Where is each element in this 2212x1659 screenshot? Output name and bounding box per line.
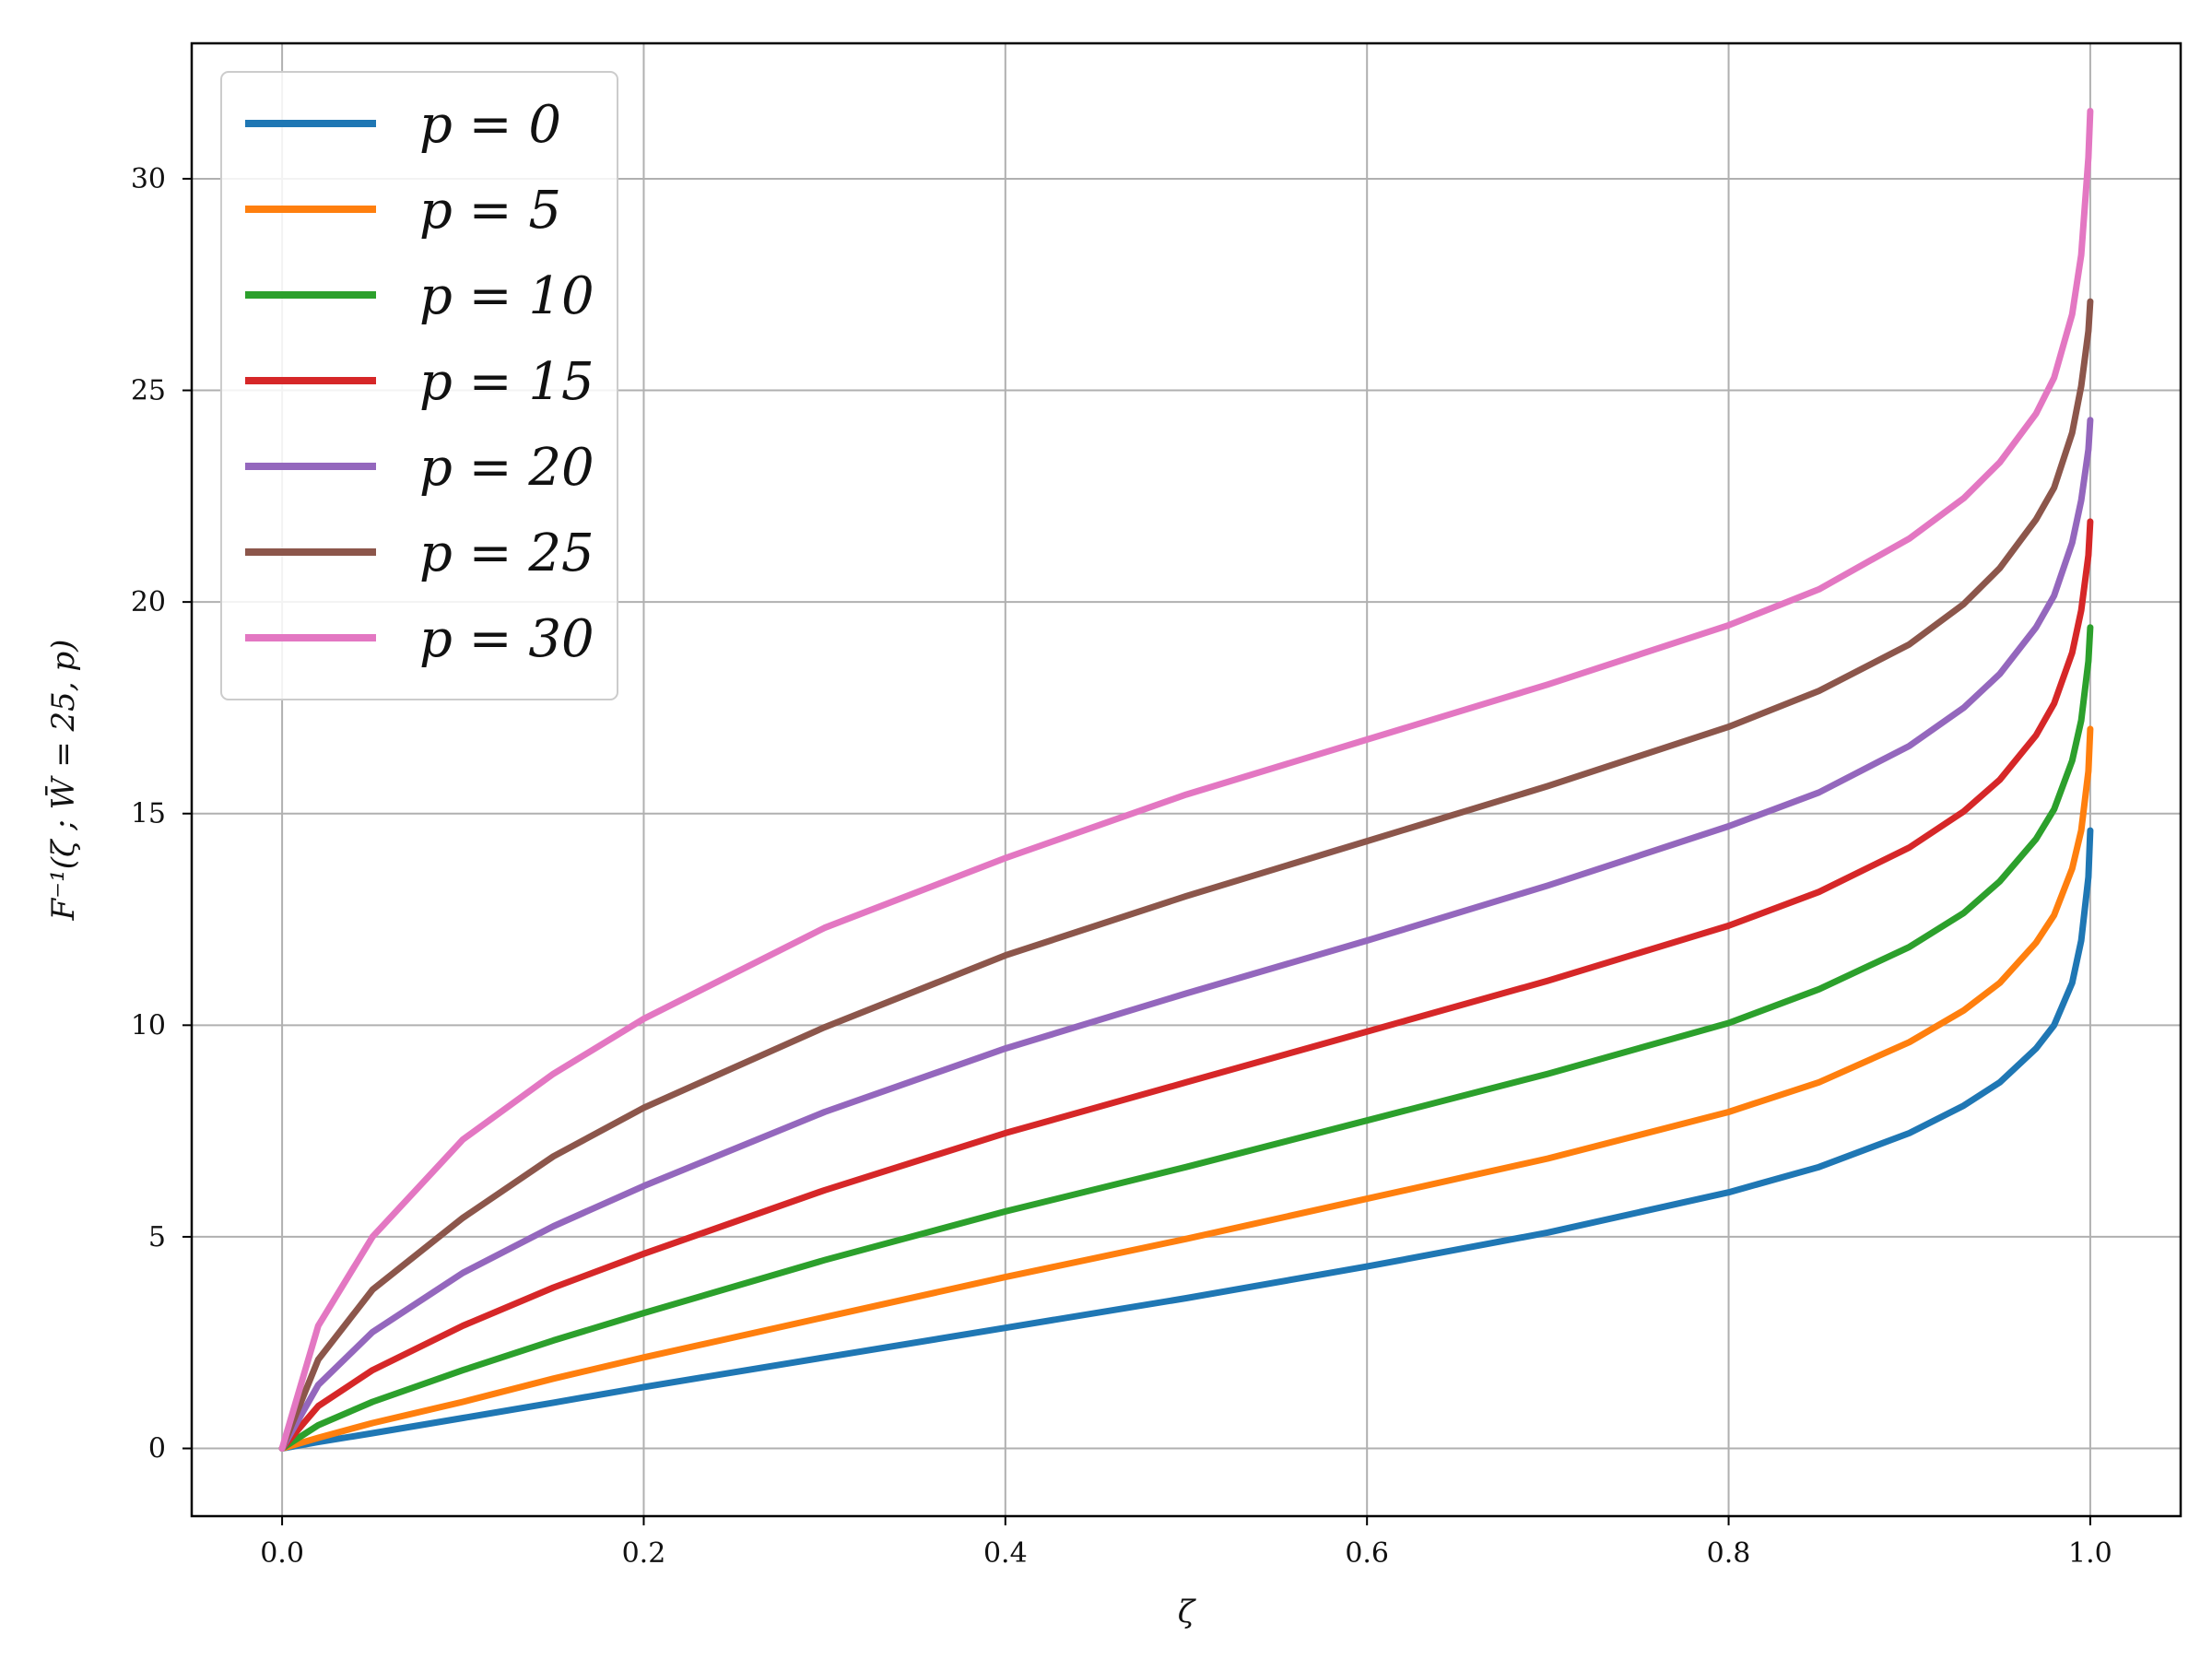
- legend-label: p = 0: [419, 95, 561, 155]
- series-line: [278, 108, 2094, 1452]
- legend-entries: p = 0 p = 5 p = 10 p = 15 p = 20 p = 25 p = 30: [245, 95, 594, 669]
- legend: p = 0 p = 5 p = 10 p = 15 p = 20 p = 25 p = 30: [220, 71, 618, 700]
- x-tick-label: 0.0: [260, 1537, 304, 1570]
- series-line: [278, 827, 2094, 1452]
- legend-label: p = 10: [419, 266, 594, 326]
- series-line: [278, 417, 2094, 1452]
- y-tick-label: 0: [148, 1433, 166, 1465]
- legend-box: [220, 71, 618, 700]
- x-tick-label: 0.6: [1345, 1537, 1389, 1570]
- plot-frame: [190, 41, 2183, 1518]
- series-line: [278, 624, 2094, 1452]
- y-tick-label: 15: [131, 798, 166, 830]
- series-line: [278, 298, 2094, 1452]
- x-tick-label: 0.8: [1707, 1537, 1751, 1570]
- y-tick-label: 10: [131, 1009, 166, 1041]
- legend-label: p = 30: [419, 609, 594, 669]
- legend-label: p = 20: [419, 438, 594, 498]
- y-tick-label: 20: [131, 586, 166, 618]
- legend-label: p = 5: [419, 181, 561, 241]
- y-tick-label: 5: [148, 1221, 166, 1253]
- legend-label: p = 25: [419, 524, 594, 583]
- x-tick-label: 1.0: [2068, 1537, 2112, 1570]
- x-tick-label: 0.4: [983, 1537, 1028, 1570]
- y-tick-label: 30: [131, 163, 166, 195]
- series-lines: [278, 108, 2094, 1452]
- x-axis-label: ζ: [1178, 1594, 1197, 1630]
- axis-ticks: 0.0 0.2 0.4 0.6 0.8 1.0 0 5 10 15 20 25 30: [131, 163, 2112, 1570]
- legend-label: p = 15: [419, 352, 594, 412]
- y-axis-label: F⁻¹(ζ ; W̄ = 25, p): [44, 640, 82, 922]
- series-line: [278, 518, 2094, 1452]
- series-line: [278, 725, 2094, 1452]
- x-tick-label: 0.2: [622, 1537, 666, 1570]
- y-tick-label: 25: [131, 375, 166, 407]
